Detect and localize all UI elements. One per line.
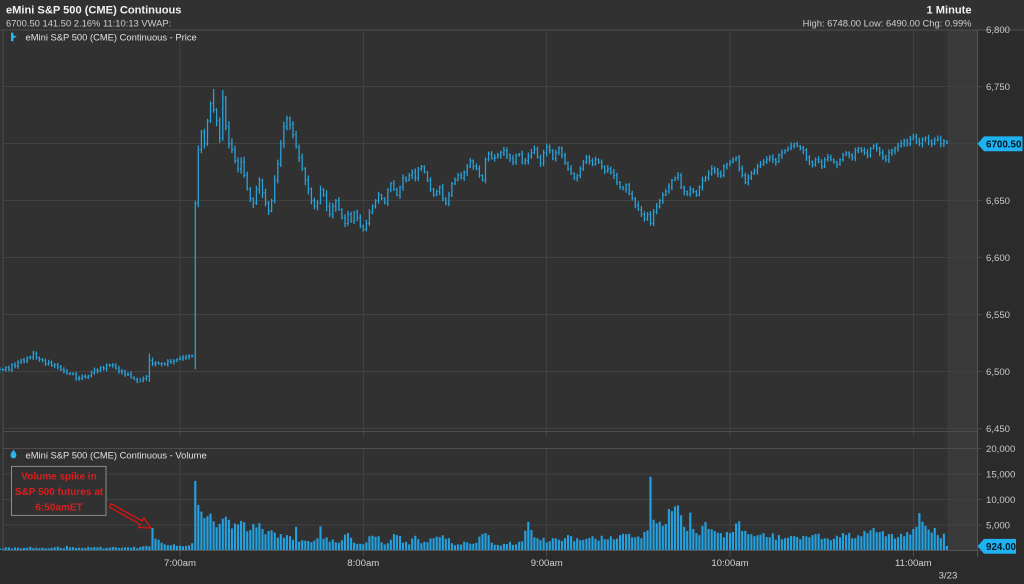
svg-text:6,500: 6,500 <box>986 367 1010 378</box>
svg-text:20,000: 20,000 <box>986 444 1015 455</box>
svg-text:6,550: 6,550 <box>986 310 1010 321</box>
svg-text:6:50amET: 6:50amET <box>35 503 82 514</box>
svg-text:1 Minute: 1 Minute <box>927 5 972 17</box>
svg-text:6,750: 6,750 <box>986 82 1010 93</box>
svg-text:eMini S&P 500 (CME) Continuous: eMini S&P 500 (CME) Continuous <box>6 5 181 17</box>
svg-text:eMini S&P 500 (CME) Continuous: eMini S&P 500 (CME) Continuous - Price <box>26 32 197 43</box>
svg-text:10:00am: 10:00am <box>711 558 748 569</box>
svg-text:eMini S&P 500 (CME) Continuous: eMini S&P 500 (CME) Continuous - Volume <box>26 450 207 461</box>
svg-text:6,600: 6,600 <box>986 253 1010 264</box>
svg-text:11:00am: 11:00am <box>895 558 932 569</box>
svg-text:3/23: 3/23 <box>939 571 958 582</box>
svg-text:Volume spike in: Volume spike in <box>21 472 96 483</box>
svg-text:924.00: 924.00 <box>986 542 1017 553</box>
svg-text:S&P 500 futures at: S&P 500 futures at <box>15 487 104 498</box>
svg-text:15,000: 15,000 <box>986 469 1015 480</box>
svg-text:High: 6748.00 Low: 6490.00 Chg: High: 6748.00 Low: 6490.00 Chg: 0.99% <box>803 18 972 29</box>
svg-text:6,800: 6,800 <box>986 25 1010 36</box>
svg-text:6700.50: 6700.50 <box>986 140 1022 151</box>
svg-text:6,650: 6,650 <box>986 196 1010 207</box>
svg-text:9:00am: 9:00am <box>531 558 563 569</box>
svg-text:6700.50 141.50 2.16% 11:10:13: 6700.50 141.50 2.16% 11:10:13 VWAP: <box>6 18 171 29</box>
svg-text:8:00am: 8:00am <box>347 558 379 569</box>
svg-text:10,000: 10,000 <box>986 495 1015 506</box>
svg-text:6,450: 6,450 <box>986 424 1010 435</box>
svg-text:7:00am: 7:00am <box>164 558 196 569</box>
svg-text:5,000: 5,000 <box>986 521 1010 532</box>
